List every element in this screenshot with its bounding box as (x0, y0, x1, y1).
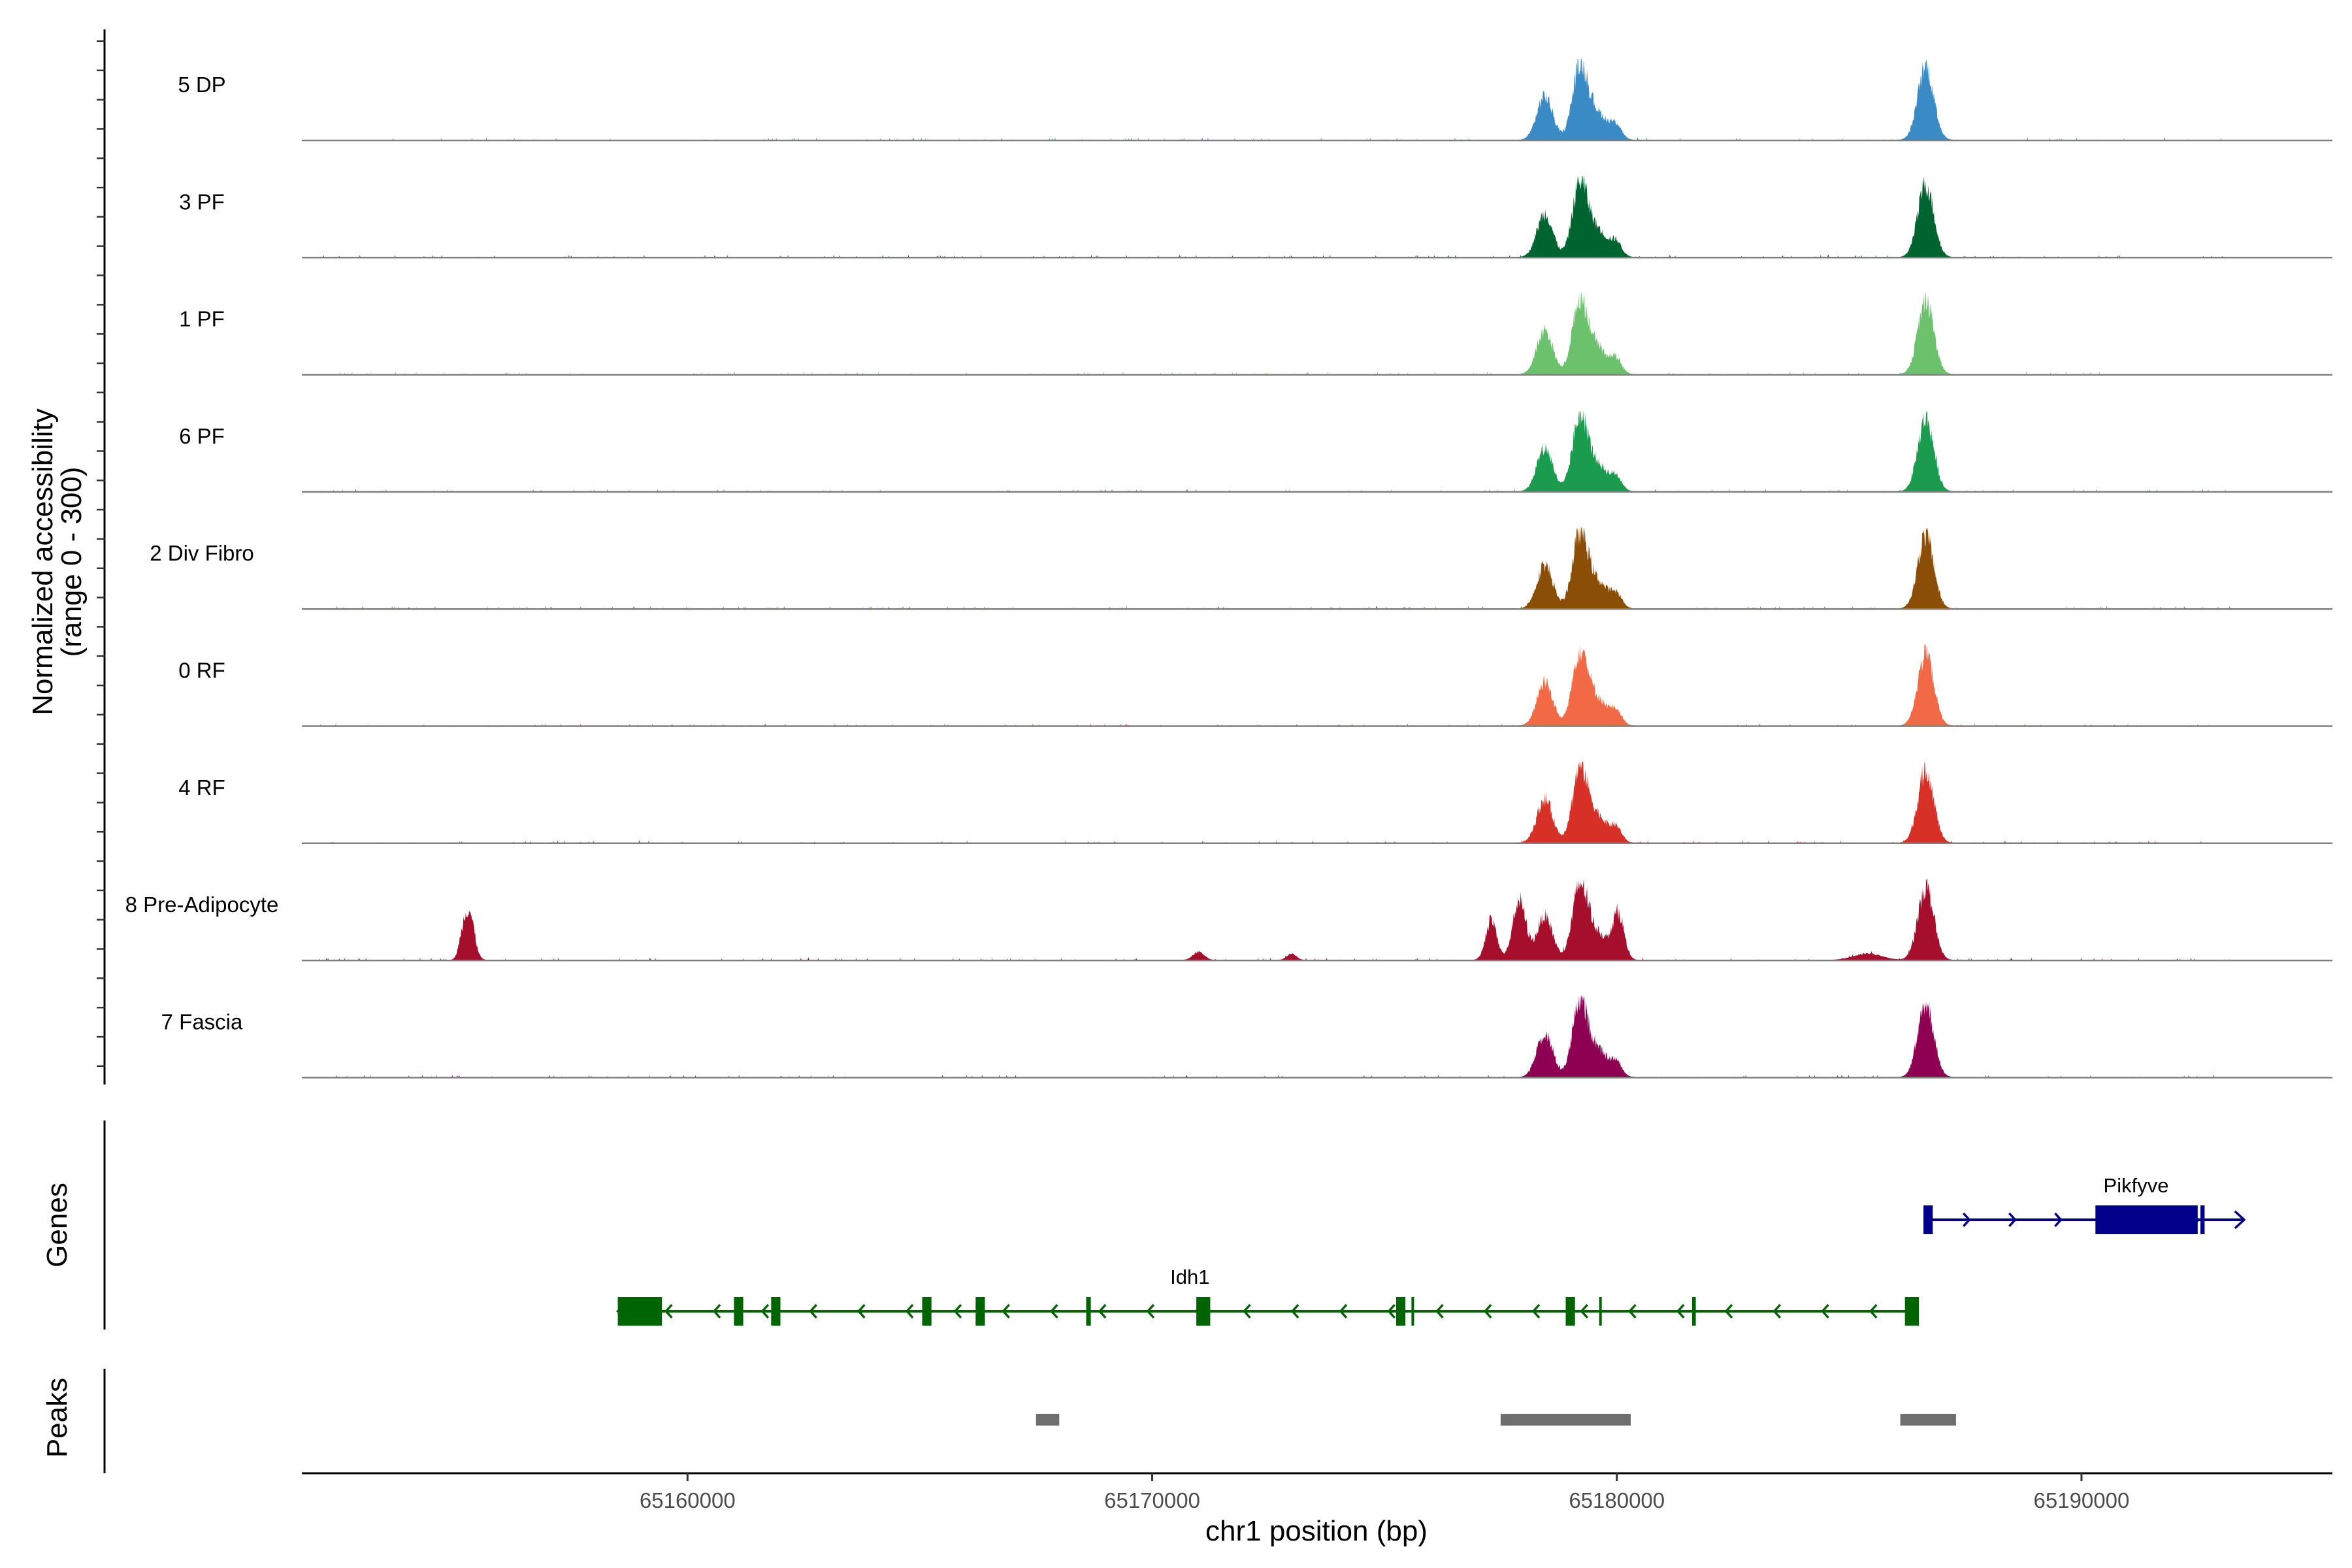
x-tick-label: 65190000 (2034, 1488, 2130, 1512)
coverage-area (316, 293, 2230, 375)
track-3-pf (302, 176, 2332, 259)
x-axis-title: chr1 position (bp) (1205, 1515, 1428, 1547)
exon (2200, 1205, 2205, 1234)
strand-arrow (1387, 1303, 1396, 1319)
strand-end-arrow (2234, 1210, 2246, 1230)
coverage-area (316, 527, 2230, 610)
exon (1196, 1297, 1211, 1326)
strand-arrow (1869, 1303, 1878, 1319)
strand-arrow (664, 1303, 673, 1319)
strand-arrow (712, 1303, 721, 1319)
genes-panel: Pikfyve Idh1 (616, 1174, 2246, 1326)
x-tick-label: 65170000 (1104, 1488, 1200, 1512)
x-tick-label: 65160000 (640, 1488, 736, 1512)
strand-arrow (1724, 1303, 1733, 1319)
exon (617, 1297, 662, 1326)
track-2-div-fibro (302, 527, 2332, 610)
strand-arrow (1098, 1303, 1107, 1319)
exon (1599, 1297, 1602, 1326)
y-axis-title: Normalized accessibility (27, 408, 59, 715)
track-labels: 5 DP 3 PF 1 PF 6 PF 2 Div Fibro 0 RF 4 RF 8 Pre… (125, 73, 279, 1034)
track-5-dp (302, 59, 2332, 142)
track-label: 6 PF (179, 424, 225, 448)
peak-region (1036, 1414, 1060, 1426)
track-label: 1 PF (179, 307, 225, 331)
exon (1691, 1297, 1696, 1326)
gene-label: Pikfyve (2104, 1174, 2169, 1197)
strand-arrow (1580, 1303, 1589, 1319)
axes: Normalized accessibility (range 0 - 300)… (27, 29, 2332, 1547)
coverage-area (316, 879, 2230, 961)
strand-arrow (2008, 1212, 2017, 1228)
exon (975, 1297, 985, 1326)
track-8-pre-adipocyte (302, 879, 2332, 962)
track-label: 3 PF (179, 189, 225, 214)
y-axis-subtitle: (range 0 - 300) (56, 466, 88, 657)
exon (1904, 1297, 1919, 1326)
track-0-rf (302, 644, 2332, 727)
strand-arrow (1435, 1303, 1444, 1319)
exon (1411, 1297, 1414, 1326)
peak-region (1900, 1414, 1956, 1426)
strand-arrow (953, 1303, 962, 1319)
strand-arrow (1146, 1303, 1155, 1319)
gene-idh1: Idh1 (616, 1266, 1919, 1326)
track-label: 5 DP (178, 73, 225, 97)
strand-arrow (1339, 1303, 1348, 1319)
exon (922, 1297, 932, 1326)
strand-arrow (1483, 1303, 1492, 1319)
genes-panel-title: Genes (41, 1183, 73, 1267)
strand-arrow (1002, 1303, 1010, 1319)
track-label: 4 RF (178, 776, 225, 800)
peaks-panel (1036, 1414, 1956, 1426)
gene-label: Idh1 (1170, 1266, 1209, 1288)
track-1-pf (302, 293, 2332, 376)
strand-arrow (760, 1303, 770, 1319)
exon (1086, 1297, 1091, 1326)
strand-arrow (1050, 1303, 1058, 1319)
coverage-area (316, 644, 2230, 727)
track-label: 7 Fascia (161, 1009, 243, 1034)
track-label: 8 Pre-Adipocyte (125, 892, 279, 917)
track-label: 0 RF (178, 659, 225, 683)
strand-arrow (905, 1303, 914, 1319)
strand-arrow (1676, 1303, 1685, 1319)
strand-arrow (2054, 1212, 2063, 1228)
exon (2095, 1205, 2198, 1234)
peak-region (1500, 1414, 1631, 1426)
coverage-area (316, 410, 2230, 492)
coverage-area (316, 59, 2230, 140)
peaks-panel-title: Peaks (41, 1378, 73, 1458)
track-label: 2 Div Fibro (150, 541, 254, 565)
coverage-area (316, 176, 2230, 258)
strand-arrow (809, 1303, 817, 1319)
track-7-fascia (302, 996, 2332, 1079)
strand-arrow (1821, 1303, 1829, 1319)
coverage-area (316, 761, 2230, 843)
track-6-pf (302, 410, 2332, 493)
exon (1565, 1297, 1575, 1326)
strand-arrow (1628, 1303, 1637, 1319)
gene-pikfyve: Pikfyve (1923, 1174, 2246, 1234)
coverage-tracks (302, 59, 2332, 1079)
x-tick-label: 65180000 (1569, 1488, 1665, 1512)
strand-arrow (1290, 1303, 1299, 1319)
exon (771, 1297, 781, 1326)
exon (1923, 1205, 1933, 1234)
track-4-rf (302, 761, 2332, 845)
coverage-area (316, 996, 2230, 1078)
exon (734, 1297, 743, 1326)
strand-arrow (1243, 1303, 1251, 1319)
strand-arrow (857, 1303, 866, 1319)
strand-arrow (1962, 1212, 1971, 1228)
strand-arrow (1531, 1303, 1541, 1319)
strand-arrow (1772, 1303, 1782, 1319)
exon (1396, 1297, 1406, 1326)
